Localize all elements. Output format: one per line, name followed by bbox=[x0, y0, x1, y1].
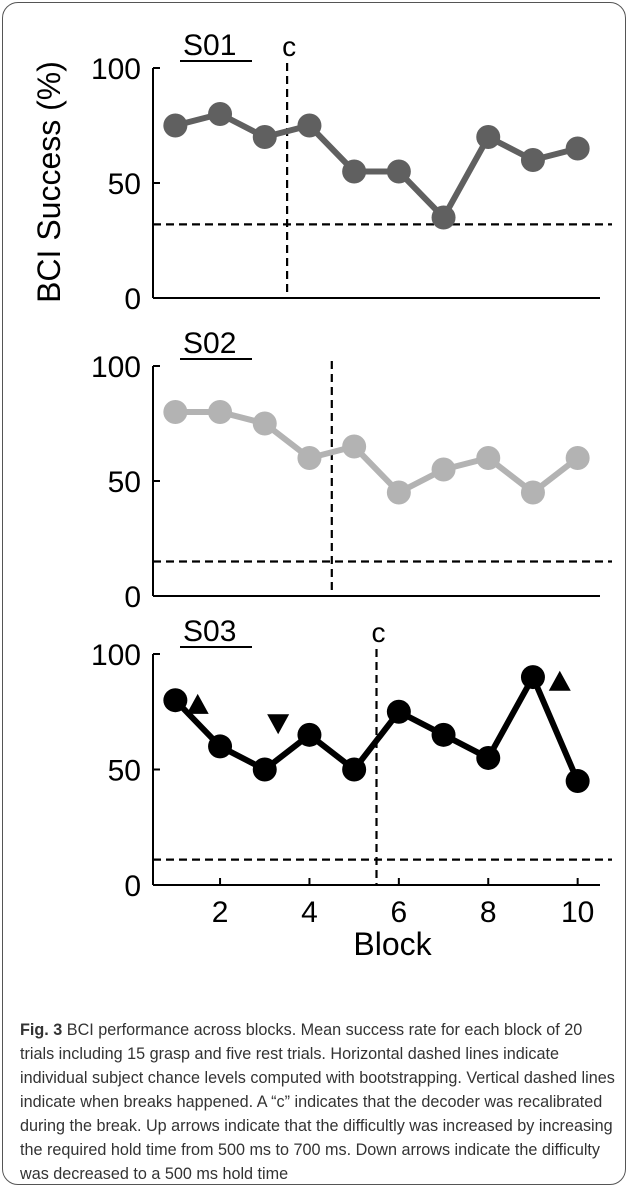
data-point bbox=[208, 102, 233, 126]
y-tick-label: 100 bbox=[91, 53, 141, 86]
down-arrow-icon bbox=[267, 714, 290, 735]
data-point bbox=[476, 745, 501, 770]
data-point bbox=[386, 159, 411, 184]
x-tick-label: 2 bbox=[212, 896, 229, 929]
panel-s02: 0 50 100 S02 bbox=[91, 327, 612, 614]
data-point bbox=[297, 113, 322, 138]
y-tick-label: 50 bbox=[108, 755, 141, 788]
x-tick-label: 8 bbox=[480, 896, 497, 929]
y-tick-label: 0 bbox=[124, 870, 141, 903]
data-point bbox=[520, 148, 545, 172]
x-axis-label: Block bbox=[353, 926, 432, 962]
caption-label: Fig. 3 bbox=[20, 1021, 63, 1039]
up-arrow-icon bbox=[186, 693, 209, 714]
y-axis-label: BCI Success (%) bbox=[31, 61, 67, 303]
panel-s03: 0 50 100 2 4 6 8 10 c S03 Block bbox=[91, 615, 612, 962]
up-arrow-icon bbox=[548, 670, 571, 691]
data-point bbox=[342, 757, 367, 782]
data-point bbox=[520, 665, 545, 690]
data-point bbox=[342, 434, 367, 459]
break-label: c bbox=[282, 31, 296, 62]
data-point bbox=[163, 113, 188, 138]
data-point bbox=[520, 480, 545, 505]
data-point bbox=[252, 125, 277, 149]
data-point bbox=[208, 400, 233, 424]
data-point bbox=[431, 722, 456, 747]
y-tick-label: 0 bbox=[124, 581, 141, 614]
caption-text: BCI performance across blocks. Mean succ… bbox=[20, 1021, 615, 1183]
data-point bbox=[476, 125, 501, 149]
data-point bbox=[431, 205, 456, 230]
data-point bbox=[252, 411, 277, 436]
panel-title: S02 bbox=[183, 327, 236, 360]
panel-title: S03 bbox=[183, 615, 236, 648]
data-point bbox=[476, 446, 501, 470]
series-line bbox=[173, 674, 581, 783]
data-point bbox=[565, 446, 590, 470]
data-point bbox=[431, 457, 456, 482]
data-point bbox=[163, 688, 188, 713]
data-point bbox=[297, 446, 322, 470]
y-tick-label: 0 bbox=[124, 283, 141, 316]
data-point bbox=[342, 159, 367, 184]
x-tick-label: 4 bbox=[301, 896, 318, 929]
series-line bbox=[175, 409, 580, 496]
y-tick-label: 50 bbox=[108, 168, 141, 201]
y-tick-label: 100 bbox=[91, 351, 141, 384]
panel-title: S01 bbox=[183, 29, 236, 62]
data-point bbox=[163, 400, 188, 424]
data-point bbox=[386, 480, 411, 505]
y-tick-label: 100 bbox=[91, 639, 141, 672]
data-point bbox=[565, 769, 590, 794]
data-point bbox=[297, 722, 322, 747]
data-point bbox=[252, 757, 277, 782]
y-tick-label: 50 bbox=[108, 466, 141, 499]
break-label: c bbox=[372, 617, 386, 648]
panel-s01: 0 50 100 c S01 BCI Success (%) bbox=[31, 29, 612, 316]
figure-caption: Fig. 3 BCI performance across blocks. Me… bbox=[20, 1018, 616, 1186]
series-line bbox=[174, 111, 579, 221]
data-point bbox=[386, 699, 411, 724]
data-point bbox=[565, 136, 590, 161]
x-tick-label: 6 bbox=[391, 896, 408, 929]
x-tick-label: 10 bbox=[561, 896, 594, 929]
data-point bbox=[208, 734, 233, 759]
